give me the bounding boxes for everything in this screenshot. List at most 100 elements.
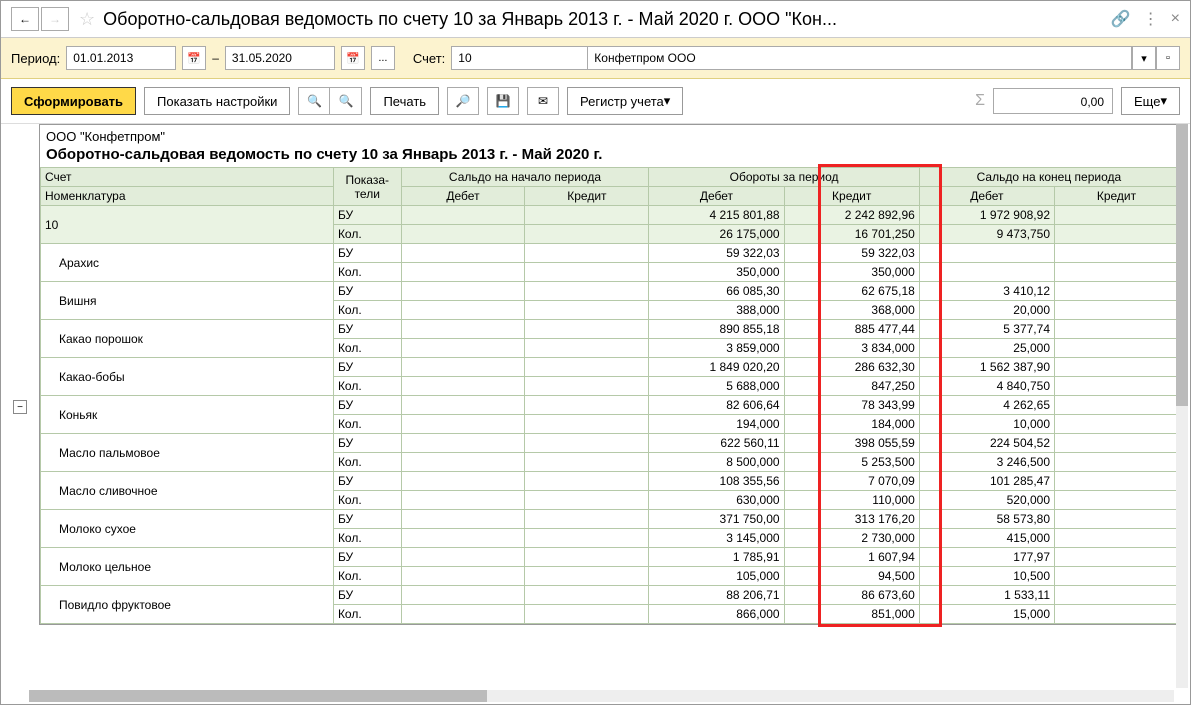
- calendar-from-icon[interactable]: 📅: [182, 46, 206, 70]
- cell-turn-credit: 5 253,500: [784, 453, 919, 472]
- th-start-debit: Дебет: [401, 187, 525, 206]
- cell-end-debit: 3 410,12: [919, 282, 1054, 301]
- cell-turn-credit: 110,000: [784, 491, 919, 510]
- table-row[interactable]: Масло сливочноеБУ108 355,567 070,09101 2…: [41, 472, 1179, 491]
- cell-indicator: БУ: [333, 206, 401, 225]
- cell-turn-debit: 59 322,03: [649, 244, 784, 263]
- cell-turn-credit: 16 701,250: [784, 225, 919, 244]
- window: ← → ☆ Оборотно-сальдовая ведомость по сч…: [0, 0, 1191, 705]
- save-icon[interactable]: 💾: [487, 87, 519, 115]
- sigma-icon: Σ: [975, 92, 985, 110]
- cell-turn-credit: 2 730,000: [784, 529, 919, 548]
- cell-indicator: Кол.: [333, 377, 401, 396]
- cell-end-debit: 5 377,74: [919, 320, 1054, 339]
- cell-turn-debit: 3 145,000: [649, 529, 784, 548]
- period-label: Период:: [11, 51, 60, 66]
- table-row[interactable]: Молоко цельноеБУ1 785,911 607,94177,97: [41, 548, 1179, 567]
- form-button[interactable]: Сформировать: [11, 87, 136, 115]
- table-row[interactable]: Какао-бобыБУ1 849 020,20286 632,301 562 …: [41, 358, 1179, 377]
- cell-turn-credit: 62 675,18: [784, 282, 919, 301]
- cell-turn-debit: 66 085,30: [649, 282, 784, 301]
- cell-indicator: Кол.: [333, 339, 401, 358]
- cell-end-debit: 3 246,500: [919, 453, 1054, 472]
- preview-icon[interactable]: 🔎: [447, 87, 479, 115]
- cell-turn-credit: 350,000: [784, 263, 919, 282]
- th-turnover: Обороты за период: [649, 168, 919, 187]
- cell-end-debit: 415,000: [919, 529, 1054, 548]
- close-icon[interactable]: ×: [1171, 10, 1180, 28]
- date-dash: –: [212, 51, 219, 65]
- cell-name: Какао-бобы: [41, 358, 334, 396]
- more-icon[interactable]: ⋮: [1143, 9, 1159, 29]
- cell-turn-debit: 866,000: [649, 605, 784, 624]
- th-nomenclature: Номенклатура: [41, 187, 334, 206]
- link-icon[interactable]: 🔗: [1111, 9, 1131, 29]
- table-row[interactable]: АрахисБУ59 322,0359 322,03: [41, 244, 1179, 263]
- cell-indicator: Кол.: [333, 567, 401, 586]
- cell-turn-credit: 398 055,59: [784, 434, 919, 453]
- cell-turn-debit: 630,000: [649, 491, 784, 510]
- cell-end-debit: 177,97: [919, 548, 1054, 567]
- cell-turn-credit: 313 176,20: [784, 510, 919, 529]
- cell-turn-debit: 3 859,000: [649, 339, 784, 358]
- cell-indicator: БУ: [333, 358, 401, 377]
- table-row[interactable]: Повидло фруктовоеБУ88 206,7186 673,601 5…: [41, 586, 1179, 605]
- cell-turn-debit: 105,000: [649, 567, 784, 586]
- period-picker-button[interactable]: ...: [371, 46, 395, 70]
- cell-indicator: БУ: [333, 510, 401, 529]
- cell-indicator: БУ: [333, 472, 401, 491]
- nav-back-button[interactable]: ←: [11, 7, 39, 31]
- cell-name: Молоко сухое: [41, 510, 334, 548]
- org-dropdown-icon[interactable]: ▾: [1132, 46, 1156, 70]
- cell-turn-debit: 350,000: [649, 263, 784, 282]
- table-row[interactable]: 10БУ4 215 801,882 242 892,961 972 908,92: [41, 206, 1179, 225]
- cell-indicator: БУ: [333, 586, 401, 605]
- org-input[interactable]: [587, 46, 1132, 70]
- calendar-to-icon[interactable]: 📅: [341, 46, 365, 70]
- cell-turn-debit: 88 206,71: [649, 586, 784, 605]
- show-settings-button[interactable]: Показать настройки: [144, 87, 290, 115]
- cell-turn-credit: 59 322,03: [784, 244, 919, 263]
- nav-forward-button[interactable]: →: [41, 7, 69, 31]
- more-button[interactable]: Еще ▾: [1121, 87, 1180, 115]
- email-icon[interactable]: ✉: [527, 87, 559, 115]
- cell-turn-debit: 622 560,11: [649, 434, 784, 453]
- collapse-toggle[interactable]: −: [13, 400, 27, 414]
- cell-turn-credit: 286 632,30: [784, 358, 919, 377]
- cell-turn-credit: 368,000: [784, 301, 919, 320]
- cell-turn-debit: 890 855,18: [649, 320, 784, 339]
- th-start: Сальдо на начало периода: [401, 168, 649, 187]
- cell-indicator: БУ: [333, 244, 401, 263]
- cell-turn-credit: 86 673,60: [784, 586, 919, 605]
- org-open-icon[interactable]: ▫: [1156, 46, 1180, 70]
- vertical-scrollbar[interactable]: [1176, 124, 1188, 688]
- cell-end-debit: 25,000: [919, 339, 1054, 358]
- table-row[interactable]: Масло пальмовоеБУ622 560,11398 055,59224…: [41, 434, 1179, 453]
- cell-name: Молоко цельное: [41, 548, 334, 586]
- search-icon[interactable]: 🔍: [298, 87, 330, 115]
- cell-end-debit: 224 504,52: [919, 434, 1054, 453]
- date-to-input[interactable]: [225, 46, 335, 70]
- cell-end-debit: 9 473,750: [919, 225, 1054, 244]
- table-row[interactable]: КоньякБУ82 606,6478 343,994 262,65: [41, 396, 1179, 415]
- cell-turn-credit: 1 607,94: [784, 548, 919, 567]
- print-button[interactable]: Печать: [370, 87, 439, 115]
- cell-end-debit: 58 573,80: [919, 510, 1054, 529]
- report-title: Оборотно-сальдовая ведомость по счету 10…: [46, 146, 1173, 163]
- favorite-icon[interactable]: ☆: [79, 9, 95, 30]
- date-from-input[interactable]: [66, 46, 176, 70]
- cell-name: 10: [41, 206, 334, 244]
- cell-indicator: Кол.: [333, 263, 401, 282]
- search-backward-icon[interactable]: 🔍: [330, 87, 362, 115]
- cell-indicator: Кол.: [333, 415, 401, 434]
- table-row[interactable]: Молоко сухоеБУ371 750,00313 176,2058 573…: [41, 510, 1179, 529]
- cell-end-debit: 1 533,11: [919, 586, 1054, 605]
- cell-indicator: Кол.: [333, 225, 401, 244]
- sum-value: 0,00: [993, 88, 1113, 114]
- register-button[interactable]: Регистр учета ▾: [567, 87, 683, 115]
- table-row[interactable]: ВишняБУ66 085,3062 675,183 410,12: [41, 282, 1179, 301]
- table-row[interactable]: Какао порошокБУ890 855,18885 477,445 377…: [41, 320, 1179, 339]
- th-end: Сальдо на конец периода: [919, 168, 1178, 187]
- account-label: Счет:: [413, 51, 445, 66]
- horizontal-scrollbar[interactable]: [29, 690, 1174, 702]
